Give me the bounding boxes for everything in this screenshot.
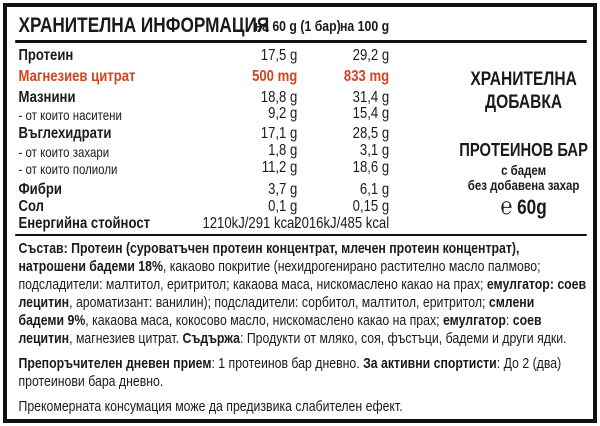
nutrition-label: ХРАНИТЕЛНА ИНФОРМАЦИЯ на 60 g (1 бар) на… [3,3,597,423]
row-label-polyols: - от които полиоли [18,161,118,177]
row-label-protein: Протеин [18,47,74,64]
composition-text: , какаово покритие (нехидрогенирано раст… [162,258,541,275]
value-per-serving: 18,8 g [260,89,298,106]
composition-text: , ароматизант: ванилин); подсладители: с… [69,294,489,311]
value-per-serving: 9,2 g [268,105,298,122]
value-per-100g: 0,15 g [352,198,390,215]
row-label-fat: Мазнини [18,89,76,106]
value-per-100g: 31,4 g [352,89,390,106]
value-per-serving: 3,7 g [268,181,298,198]
column-header-per-serving: на 60 g (1 бар) [254,18,341,35]
value-per-serving: 17,5 g [260,47,298,64]
value-per-100g: 18,6 g [352,159,390,176]
warning-text: Прекомерната консумация може да предизви… [18,398,403,415]
row-label-saturated: - от които наситени [18,107,122,123]
product-name: ПРОТЕИНОВ БАР [459,140,588,160]
label-title: ХРАНИТЕЛНА ИНФОРМАЦИЯ [18,14,270,37]
value-per-serving: 1,8 g [268,142,298,159]
row-label-sugars: - от които захари [18,144,110,160]
section-divider [15,234,587,236]
supplement-title-line1: ХРАНИТЕЛНА [470,69,577,90]
weight-value: 60g [517,196,547,219]
composition-text: лецитин [18,294,70,311]
value-per-100g: 833 mg [343,68,390,85]
net-weight: ℮ 60g [456,193,590,221]
row-label-salt: Сол [18,198,44,215]
composition-text: емулгатор: соев [486,276,587,293]
value-per-100g: 3,1 g [359,142,390,159]
header-divider [15,40,587,43]
composition-text: подсладители: малтитол, еритритол; какао… [18,276,487,293]
recommendation-text: За активни спортисти [363,355,497,372]
recommendation-text: протеинови бара дневно. [18,373,164,390]
column-header-per-100g: на 100 g [339,18,390,35]
composition-text: Състав: Протеин (суроватъчен протеин кон… [18,240,520,257]
value-per-100g: 28,5 g [352,125,390,142]
composition-text: бадеми 9% [18,312,86,329]
composition-text: лецитин [18,330,70,347]
recommendation-text: Препоръчителен дневен прием [18,355,212,372]
value-per-serving: 1210kJ/291 kcal [202,215,298,232]
row-label-fiber: Фибри [18,181,62,198]
composition-text: соев [512,312,542,329]
product-subtitle-no-sugar: без добавена захар [467,177,580,193]
composition-text: , какаова маса, кокосово масло, нискомас… [85,312,443,329]
composition-text: емулгатор [442,312,506,329]
recommendation-text: : До 2 (два) [496,355,562,372]
recommendation-text: : 1 протеинов бар дневно. [211,355,364,372]
estimated-sign-icon: ℮ [500,193,513,220]
composition-text: натрошени бадеми 18% [18,258,163,275]
value-per-100g: 2016kJ/485 kcal [294,215,390,232]
value-per-100g: 6,1 g [359,181,390,198]
supplement-title-line2: ДОБАВКА [485,92,563,113]
row-label-carbs: Въглехидрати [18,125,112,142]
value-per-serving: 11,2 g [261,159,298,176]
value-per-serving: 17,1 g [260,125,298,142]
composition-text: Съдържа [182,330,240,347]
composition-text: смлени [488,294,535,311]
composition-text: : [505,312,513,329]
value-per-serving: 0,1 g [268,198,298,215]
product-subtitle-almond: с бадем [501,162,547,178]
value-per-serving: 500 mg [252,68,298,85]
composition-text: : Продукти от мляко, соя, фъстъци, бадем… [239,330,567,347]
value-per-100g: 29,2 g [352,47,390,64]
composition-text: , магнезиев цитрат. [69,330,183,347]
value-per-100g: 15,4 g [352,105,390,122]
row-label-energy: Енергийна стойност [18,215,151,232]
row-label-magnesium: Магнезиев цитрат [18,68,136,85]
